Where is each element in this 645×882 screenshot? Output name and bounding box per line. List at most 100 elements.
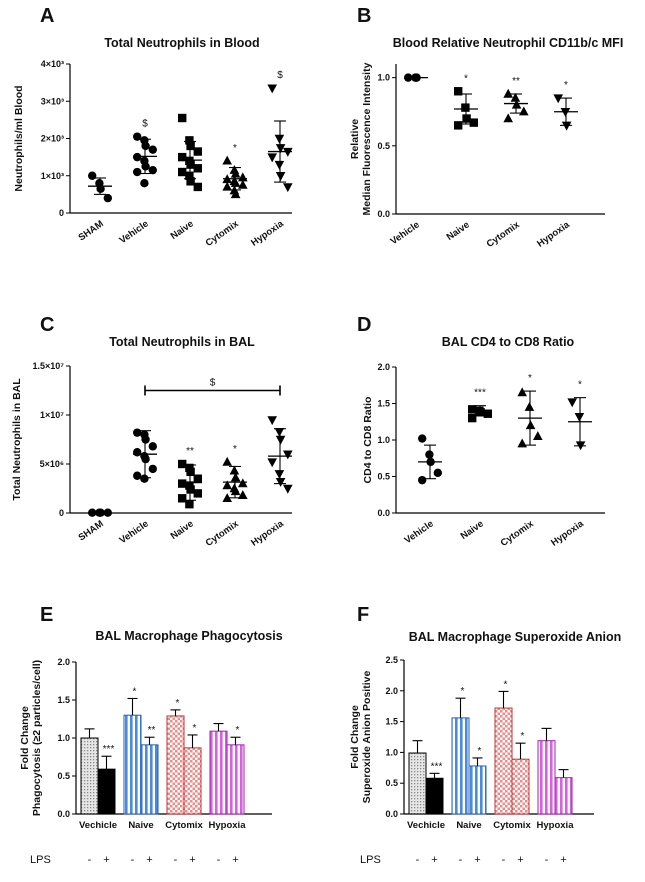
data-point [483,409,492,418]
lps-sign: - [416,854,420,866]
data-point [574,412,585,422]
data-point [238,478,248,488]
significance-annotation: * [233,143,237,154]
data-point [433,468,442,478]
panel-letter: C [40,314,54,336]
y-tick-label: 2.0 [385,686,398,696]
bar [123,714,142,815]
panel-letter: E [40,604,53,626]
y-axis-label-line: Fold Change [349,705,361,769]
panel-letter: B [357,5,371,27]
data-point [553,94,563,104]
data-point [238,490,248,500]
data-point [178,152,187,162]
group-label: Vechicle [407,820,445,831]
significance-annotation: ** [512,76,520,87]
y-axis-label-line: Neutrophils/ml Blood [13,85,25,191]
y-tick-label: 1×10⁷ [40,410,64,420]
panel-d-scatter: 0.0 0.5 1.0 1.5 2.0 D BAL CD4 to CD8 Ratio CD4 … [357,314,605,549]
panel-letter: F [357,604,369,626]
significance-annotation: $ [142,119,148,130]
y-axis-label-line: Total Neutrophils in BAL [11,378,23,501]
data-point [186,467,195,477]
lps-label: LPS [360,854,381,866]
significance-annotation: * [564,80,568,91]
data-point [230,486,241,496]
panel-a-scatter: 0 1×10³ 2×10³ 3×10³ 4×10³ A Total Neutrophils … [13,5,293,249]
bar [166,715,185,815]
data-point [186,160,195,169]
y-tick-label: 1.5 [377,399,390,409]
y-axis-label-line: Median Fluorescence Intensity [361,62,373,215]
y-tick-label: 0.5 [57,771,70,781]
data-point [133,428,142,437]
bar [425,777,444,815]
panel-f-bars: 0.0 0.5 1.0 1.5 2.0 2.5 F BAL Macrophage Supero… [349,604,621,866]
y-tick-label: 0.0 [377,209,390,219]
bar [494,707,513,815]
data-point [560,108,571,117]
data-point [103,193,113,203]
category-label: Naive [169,518,196,542]
panel-e-bars: 0.0 0.5 1.0 1.5 2.0 E BAL Macrophage Phagocyto… [19,604,283,866]
data-point [140,474,149,483]
data-point [178,113,187,123]
panel-c-scatter: 0 5×10⁶ 1×10⁷ 1.5×10⁷ C Total Neutrophils in … [11,314,293,549]
data-point [148,165,157,175]
y-axis-label-line: Superoxide Anion Positive [361,671,373,804]
data-point [186,177,195,186]
group-label: Vechicle [79,820,117,831]
category-label: Cytomix [485,219,523,250]
data-point [468,413,477,423]
significance-annotation: * [478,746,482,757]
data-point [185,136,194,145]
group-label: Cytomix [165,820,203,831]
data-point [222,181,232,191]
lps-sign: - [459,854,463,866]
category-label: Vehicle [118,518,151,546]
y-tick-label: 0.5 [377,141,390,151]
y-axis-label: Total Neutrophils in BAL [11,378,23,501]
data-point [517,387,527,397]
y-tick-label: 2×10³ [41,134,64,144]
lps-label: LPS [30,854,51,866]
lps-sign: - [131,854,135,866]
data-point [418,475,427,485]
bar [183,747,202,815]
bar [226,744,245,815]
data-point [510,92,521,102]
lps-sign: - [88,854,92,866]
y-axis-label: Fold ChangeSuperoxide Anion Positive [349,671,373,804]
y-tick-label: 0 [59,208,64,218]
lps-sign: + [431,854,437,866]
panel-letter: A [40,5,54,27]
significance-annotation: * [233,444,237,455]
data-point [275,144,286,154]
data-point [148,145,157,154]
data-point [469,118,478,127]
data-point [141,141,150,151]
bar [468,765,487,815]
data-point [88,171,97,180]
group-label: Naive [128,820,153,831]
data-point [185,171,194,180]
y-axis-label-line: Relative [349,119,361,159]
lps-sign: + [232,854,238,866]
significance-annotation: ** [148,725,156,736]
category-label: SHAM [76,518,105,543]
data-point [140,179,149,188]
significance-annotation: $ [277,70,283,81]
y-tick-label: 5×10⁶ [40,459,64,469]
data-point [267,416,277,426]
bar [408,752,427,815]
category-label: Vehicle [403,518,436,546]
bar [80,737,99,815]
data-point [193,182,202,192]
data-point [267,153,277,163]
data-point [222,480,232,490]
data-point [274,470,285,479]
data-point [462,114,471,123]
data-point [148,442,157,451]
y-tick-label: 0 [59,508,64,518]
data-point [274,160,285,170]
